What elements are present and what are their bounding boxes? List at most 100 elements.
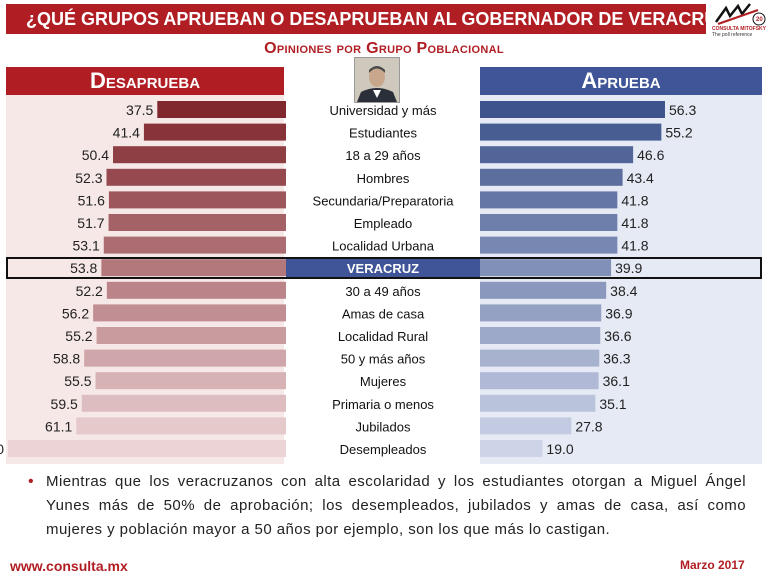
- logo-tagline: The poll reference: [712, 32, 753, 38]
- value-label-aprueba: 36.6: [604, 328, 631, 344]
- category-label: Estudiantes: [349, 126, 417, 141]
- bar-aprueba: [480, 394, 596, 412]
- category-label: 50 y más años: [341, 352, 426, 367]
- value-label-aprueba: 41.8: [621, 215, 648, 231]
- logo-badge: 20: [756, 17, 763, 23]
- summary-paragraph: Mientras que los veracruzanos con alta e…: [46, 473, 746, 538]
- category-label: Primaria o menos: [332, 397, 434, 412]
- value-label-aprueba: 55.2: [665, 125, 692, 141]
- value-label-desaprueba: 41.4: [113, 125, 140, 141]
- bullet-icon: •: [28, 473, 34, 490]
- value-label-aprueba: 36.9: [605, 305, 632, 321]
- value-label-desaprueba: 51.7: [77, 215, 104, 231]
- governor-photo: [354, 57, 400, 103]
- value-label-desaprueba: 55.2: [65, 328, 92, 344]
- category-label: Localidad Urbana: [332, 239, 435, 254]
- value-label-aprueba: 39.9: [615, 260, 642, 276]
- bar-desaprueba: [106, 281, 286, 299]
- value-label-aprueba: 19.0: [546, 441, 573, 457]
- category-label: VERACRUZ: [347, 261, 419, 276]
- category-label: Mujeres: [360, 374, 407, 389]
- consulta-mitofsky-logo: 20 CONSULTA MITOFSKY The poll reference: [712, 2, 766, 38]
- bar-desaprueba: [84, 349, 286, 367]
- summary-text: Mientras que los veracruzanos con alta e…: [30, 470, 746, 542]
- bar-aprueba: [480, 259, 612, 277]
- bar-desaprueba: [93, 304, 286, 322]
- bar-desaprueba: [108, 214, 287, 231]
- veracruz-highlight-frame: [6, 257, 762, 279]
- bar-aprueba: [480, 101, 665, 118]
- bar-desaprueba: [157, 101, 286, 118]
- bar-desaprueba: [8, 440, 286, 457]
- bar-aprueba: [480, 417, 572, 435]
- bar-desaprueba: [76, 417, 286, 435]
- page-title: ¿QUÉ GRUPOS APRUEBAN O DESAPRUEBAN AL GO…: [6, 4, 706, 34]
- value-label-aprueba: 41.8: [621, 192, 648, 208]
- legend-desaprueba: Desaprueba: [6, 67, 284, 95]
- legend-aprueba: Aprueba: [480, 67, 762, 95]
- bar-aprueba: [480, 146, 634, 164]
- value-label-aprueba: 27.8: [575, 418, 602, 434]
- person-portrait-icon: [355, 58, 399, 102]
- bar-aprueba: [480, 123, 662, 141]
- value-label-aprueba: 56.3: [669, 102, 696, 118]
- value-label-aprueba: 43.4: [627, 170, 654, 186]
- category-label: Localidad Rural: [338, 329, 428, 344]
- bar-aprueba: [480, 304, 602, 322]
- value-label-aprueba: 36.3: [603, 351, 630, 367]
- bar-desaprueba: [81, 394, 286, 412]
- value-label-desaprueba: 56.2: [62, 305, 89, 321]
- value-label-desaprueba: 52.3: [75, 170, 102, 186]
- bar-aprueba: [480, 440, 543, 457]
- highlight-row-band: [286, 257, 480, 278]
- category-label: Universidad y más: [330, 103, 437, 118]
- bar-desaprueba: [101, 259, 286, 277]
- bar-aprueba: [480, 236, 618, 254]
- value-label-desaprueba: 53.1: [73, 238, 100, 254]
- category-label: 30 a 49 años: [345, 284, 421, 299]
- value-label-aprueba: 46.6: [637, 147, 664, 163]
- category-label: Empleado: [354, 216, 413, 231]
- opinion-bar-chart: 37.5 56.3 Universidad y más 41.4 55.2 Estudia…: [0, 101, 696, 457]
- chart-subtitle: Opiniones por Grupo Poblacional: [264, 40, 504, 57]
- bar-aprueba: [480, 214, 618, 231]
- bar-aprueba: [480, 168, 623, 186]
- report-date: Marzo 2017: [680, 558, 745, 572]
- category-label: 18 a 29 años: [345, 148, 421, 163]
- value-label-desaprueba: 37.5: [126, 102, 153, 118]
- value-label-aprueba: 38.4: [610, 283, 637, 299]
- logo-name: CONSULTA MITOFSKY: [712, 26, 766, 32]
- category-label: Amas de casa: [342, 306, 425, 321]
- value-label-desaprueba: 59.5: [51, 396, 78, 412]
- value-label-aprueba: 36.1: [603, 373, 630, 389]
- value-label-desaprueba: 55.5: [64, 373, 91, 389]
- bar-desaprueba: [95, 372, 286, 390]
- header: ¿QUÉ GRUPOS APRUEBAN O DESAPRUEBAN AL GO…: [0, 0, 768, 38]
- value-label-aprueba: 41.8: [621, 238, 648, 254]
- bar-desaprueba: [103, 236, 286, 254]
- logo-swoosh-icon: 20: [714, 3, 766, 26]
- value-label-desaprueba: 51.6: [78, 192, 105, 208]
- bar-desaprueba: [96, 327, 286, 344]
- value-label-desaprueba: 53.8: [70, 260, 97, 276]
- category-label: Desempleados: [340, 442, 427, 457]
- bar-aprueba: [480, 327, 601, 344]
- bar-aprueba: [480, 372, 599, 390]
- bar-desaprueba: [143, 123, 286, 141]
- category-label: Jubilados: [356, 419, 411, 434]
- value-label-desaprueba: 58.8: [53, 351, 80, 367]
- value-label-desaprueba: 61.1: [45, 418, 72, 434]
- value-label-aprueba: 35.1: [599, 396, 626, 412]
- value-label-desaprueba: 50.4: [82, 147, 109, 163]
- bar-desaprueba: [106, 168, 286, 186]
- bar-aprueba: [480, 191, 618, 209]
- value-label-desaprueba: 52.2: [76, 283, 103, 299]
- bar-aprueba: [480, 281, 607, 299]
- bar-aprueba: [480, 349, 600, 367]
- bar-desaprueba: [108, 191, 286, 209]
- bar-desaprueba: [113, 146, 287, 164]
- website-link[interactable]: www.consulta.mx: [10, 558, 128, 574]
- category-label: Hombres: [357, 171, 410, 186]
- category-label: Secundaria/Preparatoria: [313, 193, 455, 208]
- value-label-desaprueba: 81.0: [0, 441, 4, 457]
